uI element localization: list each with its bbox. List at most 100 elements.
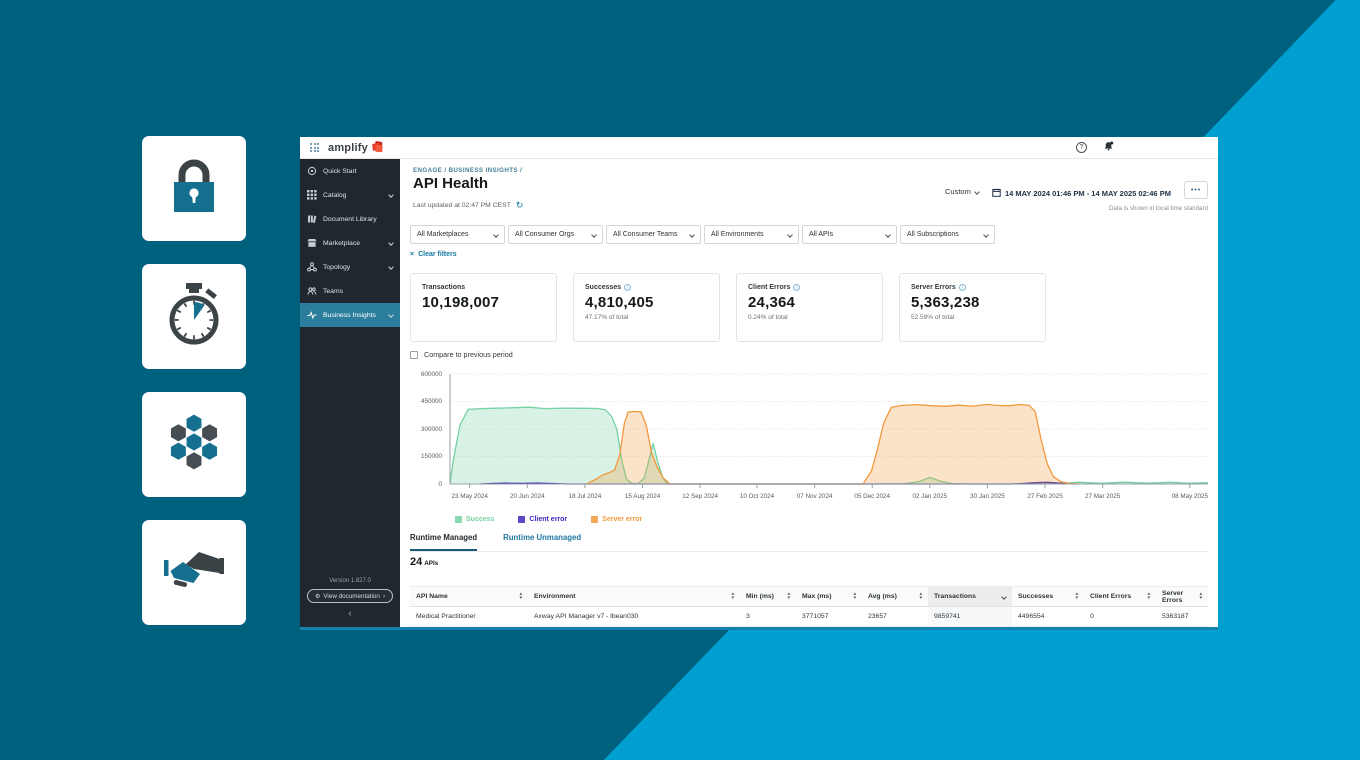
compare-checkbox[interactable] (410, 350, 418, 359)
sidebar-item-catalog[interactable]: Catalog (300, 183, 400, 207)
chevron-down-icon (983, 231, 989, 238)
sort-icon[interactable]: ▴ ▾ (731, 592, 734, 601)
legend-label: Success (466, 516, 495, 523)
runtime-tabs: Runtime Managed Runtime Unmanaged (410, 533, 1208, 552)
column-header-min-ms-[interactable]: Min (ms) ▴ ▾ (740, 587, 796, 606)
sort-icon[interactable]: ▴ ▾ (787, 592, 790, 601)
metric-card-transactions: Transactions 10,198,007 (410, 273, 557, 342)
main-content: ENGAGE / BUSINESS INSIGHTS / API Health … (400, 159, 1218, 630)
x-tick-label: 02 Jan 2025 (912, 493, 948, 500)
more-options-button[interactable]: ••• (1184, 181, 1208, 199)
hexagon-cluster-icon (163, 410, 225, 479)
column-header-avg-ms-[interactable]: Avg (ms) ▴ ▾ (862, 587, 928, 606)
sort-icon[interactable]: ▴ ▾ (1199, 592, 1202, 601)
date-range-picker[interactable]: 14 MAY 2024 01:46 PM - 14 MAY 2025 02:46… (992, 184, 1171, 202)
x-tick-label: 05 Dec 2024 (854, 493, 891, 500)
filter-dropdown-all-marketplaces[interactable]: All Marketplaces (410, 225, 505, 244)
refresh-icon[interactable]: ↻ (515, 200, 524, 210)
table-row[interactable]: Medical Practitioner Axway API Manager v7… (410, 607, 1208, 627)
view-documentation-button[interactable]: ⚙ View documentation › (307, 589, 393, 603)
chevron-down-icon (787, 231, 793, 238)
sidebar-item-teams[interactable]: Teams (300, 279, 400, 303)
sidebar-item-topology[interactable]: Topology (300, 255, 400, 279)
chevron-down-icon (493, 231, 499, 238)
chevron-down-icon (388, 264, 394, 270)
notification-bell-icon[interactable] (1103, 139, 1114, 157)
y-tick-label: 450000 (420, 398, 442, 405)
legend-swatch (591, 516, 599, 523)
filter-dropdown-all-environments[interactable]: All Environments (704, 225, 799, 244)
sidebar-item-label: Business Insights (323, 311, 376, 319)
filter-dropdown-label: All Consumer Orgs (515, 231, 575, 238)
sidebar-item-label: Topology (323, 263, 351, 271)
column-header-max-ms-[interactable]: Max (ms) ▴ ▾ (796, 587, 862, 606)
x-tick-label: 30 Jan 2025 (970, 493, 1005, 500)
sort-icon[interactable]: ▴ ▾ (919, 592, 922, 601)
compare-label: Compare to previous period (424, 350, 513, 359)
clear-x-icon: × (410, 251, 415, 258)
amplify-dashboard-window: amplify ? Quick Start Catalog Document Lib… (300, 137, 1218, 630)
column-header-transactions[interactable]: Transactions (928, 587, 1012, 606)
column-header-client-errors[interactable]: Client Errors ▴ ▾ (1084, 587, 1156, 606)
breadcrumb[interactable]: ENGAGE / BUSINESS INSIGHTS / (413, 167, 523, 174)
clear-filters-link[interactable]: × Clear filters (410, 251, 457, 258)
info-icon[interactable]: i (958, 284, 966, 291)
tab-runtime-managed[interactable]: Runtime Managed (410, 533, 478, 551)
x-tick-label: 10 Oct 2024 (739, 493, 775, 500)
legend-item-server-error[interactable]: Server error (591, 516, 642, 523)
filter-dropdown-all-apis[interactable]: All APIs (802, 225, 897, 244)
y-tick-label: 150000 (420, 453, 442, 460)
storefront-icon (307, 238, 317, 248)
compare-toggle[interactable]: Compare to previous period (410, 350, 513, 359)
sidebar-item-label: Marketplace (323, 239, 361, 247)
column-label: Server Errors (1162, 589, 1184, 604)
chevron-down-icon (388, 240, 394, 246)
waffle-menu-icon[interactable] (310, 143, 319, 152)
sort-icon[interactable]: ▴ ▾ (1075, 592, 1078, 601)
column-header-server-errors[interactable]: Server Errors ▴ ▾ (1156, 587, 1208, 606)
filter-dropdown-all-consumer-orgs[interactable]: All Consumer Orgs (508, 225, 603, 244)
filter-dropdown-label: All Marketplaces (417, 231, 469, 238)
sidebar-item-quick-start[interactable]: Quick Start (300, 159, 400, 183)
sort-icon[interactable]: ▴ ▾ (1147, 592, 1150, 601)
sort-icon[interactable]: ▴ ▾ (519, 592, 522, 601)
legend-item-client-error[interactable]: Client error (518, 516, 567, 523)
metric-value: 4,810,405 (585, 294, 654, 311)
metric-card-successes: Successes i 4,810,405 47.17% of total (573, 273, 720, 342)
page-title: API Health (413, 175, 489, 192)
sidebar-item-document-library[interactable]: Document Library (300, 207, 400, 231)
info-icon[interactable]: i (793, 284, 801, 291)
sidebar-item-label: Quick Start (323, 167, 357, 175)
chart-x-axis: 23 May 2024 20 Jun 2024 18 Jul 2024 15 Aug … (450, 493, 1208, 503)
compass-icon (307, 166, 317, 176)
cell-environment: Axway API Manager v7 - lbean030 (534, 613, 639, 620)
topology-icon (307, 262, 317, 272)
legend-swatch (455, 516, 462, 523)
metric-label: Client Errors i (748, 284, 871, 291)
filter-bar: All Marketplaces All Consumer Orgs All Con… (410, 225, 995, 244)
column-label: API Name (416, 593, 448, 600)
column-header-api-name[interactable]: API Name ▴ ▾ (410, 587, 528, 606)
sort-desc-icon[interactable] (1001, 593, 1007, 600)
sidebar-collapse-chevron[interactable]: ‹ (348, 608, 352, 619)
sidebar-item-business-insights[interactable]: Business Insights (300, 303, 400, 327)
column-header-environment[interactable]: Environment ▴ ▾ (528, 587, 740, 606)
last-updated-label: Last updated at 02:47 PM CEST (413, 201, 511, 209)
version-label: Version 1.827.0 (329, 578, 371, 584)
api-count: 24 APIs (410, 556, 439, 568)
range-preset-dropdown[interactable]: Custom (945, 187, 980, 196)
sort-icon[interactable]: ▴ ▾ (853, 592, 856, 601)
legend-item-success[interactable]: Success (455, 516, 494, 523)
column-header-successes[interactable]: Successes ▴ ▾ (1012, 587, 1084, 606)
x-tick-label: 23 May 2024 (451, 493, 488, 500)
filter-dropdown-all-subscriptions[interactable]: All Subscriptions (900, 225, 995, 244)
filter-dropdown-all-consumer-teams[interactable]: All Consumer Teams (606, 225, 701, 244)
chevron-down-icon (885, 231, 891, 238)
chevron-down-icon (689, 231, 695, 238)
metric-value: 10,198,007 (422, 294, 500, 311)
cell-server-errors: 5363187 (1162, 613, 1189, 620)
tab-runtime-unmanaged[interactable]: Runtime Unmanaged (503, 533, 582, 542)
info-icon[interactable]: i (624, 284, 632, 291)
help-icon[interactable]: ? (1076, 142, 1087, 153)
sidebar-item-marketplace[interactable]: Marketplace (300, 231, 400, 255)
